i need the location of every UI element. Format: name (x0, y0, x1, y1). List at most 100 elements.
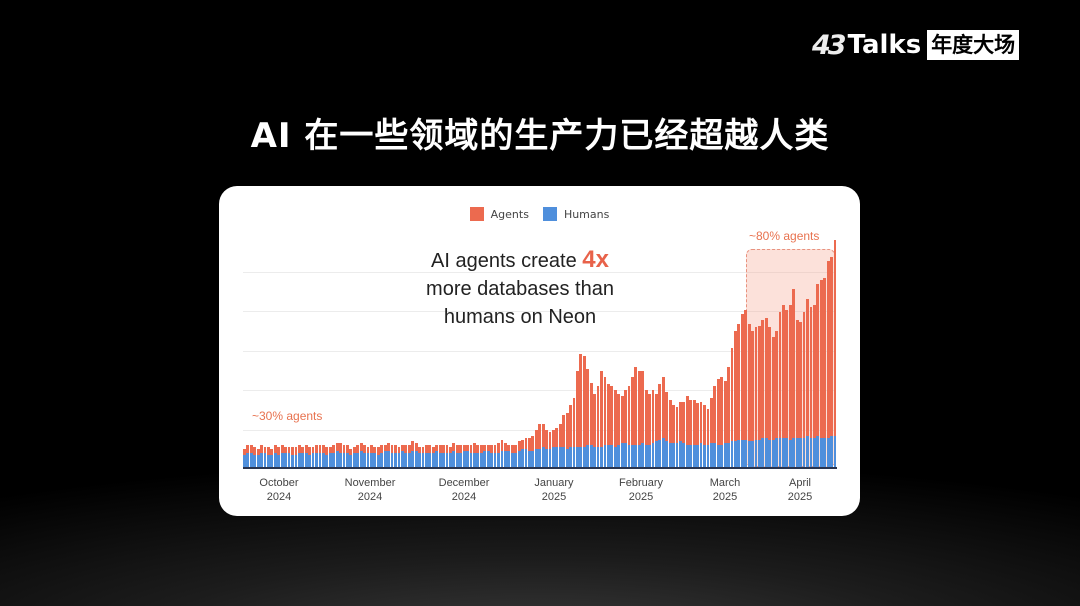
bar-agents (613, 390, 617, 448)
bar-agents (658, 384, 662, 440)
bar (301, 447, 305, 468)
bar-humans (823, 437, 827, 468)
bar (806, 298, 809, 468)
bar-agents (754, 327, 758, 440)
bar-agents (733, 331, 737, 442)
bar-humans (620, 443, 624, 468)
bar (256, 449, 260, 468)
bar (287, 447, 291, 468)
bar (503, 443, 507, 468)
bar-humans (318, 452, 322, 468)
bar (452, 443, 456, 468)
bar-agents (648, 393, 651, 446)
bar (267, 447, 270, 468)
bar-humans (586, 445, 590, 468)
bar-humans (273, 452, 277, 468)
bar-humans (294, 454, 298, 468)
bar (634, 367, 638, 468)
bar-agents (627, 386, 631, 446)
bar-humans (243, 454, 246, 468)
bar-humans (655, 441, 658, 468)
bar-humans (442, 452, 445, 468)
bar-agents (394, 445, 397, 453)
bar (630, 376, 634, 468)
bar (572, 397, 576, 468)
gridline (243, 390, 836, 391)
bar (668, 399, 672, 468)
bar-agents (352, 447, 356, 453)
bar (682, 401, 686, 468)
bar-agents (727, 367, 730, 444)
bar-agents (301, 447, 305, 453)
bar (620, 395, 624, 468)
bar (648, 393, 651, 468)
bar (727, 367, 730, 468)
bar-humans (356, 452, 360, 468)
bar (655, 393, 658, 468)
bar-humans (699, 443, 703, 468)
bar-agents (452, 443, 456, 451)
bar-humans (579, 447, 583, 468)
bar (558, 424, 562, 468)
bar-humans (301, 452, 305, 468)
bar (514, 445, 518, 468)
bar (672, 405, 676, 468)
bar-agents (548, 431, 552, 449)
bar-agents (390, 445, 394, 453)
bar-humans (514, 452, 518, 468)
bar-humans (596, 447, 600, 468)
bar (352, 447, 356, 468)
bar (486, 445, 490, 468)
bar (332, 445, 336, 468)
bar-humans (280, 452, 284, 468)
bar-agents (720, 376, 724, 446)
bar-humans (363, 452, 366, 468)
bar-agents (764, 317, 768, 438)
bar (280, 445, 284, 468)
bar-agents (476, 445, 480, 453)
bar-agents (431, 447, 435, 453)
logo-badge: 年度大场 (927, 30, 1020, 60)
bar-agents (421, 447, 425, 453)
bar-agents (617, 393, 621, 446)
bar-humans (394, 452, 397, 468)
bar-humans (703, 445, 706, 468)
bar (342, 445, 346, 468)
bar (819, 279, 823, 468)
bar-humans (277, 454, 281, 468)
bar (703, 405, 706, 468)
bar-humans (565, 449, 569, 468)
bar (527, 437, 531, 468)
bar-agents (414, 443, 418, 451)
bar-humans (730, 441, 734, 468)
bar (689, 399, 693, 468)
legend-item-agents: Agents (469, 207, 529, 221)
bar-humans (490, 452, 494, 468)
bar-humans (373, 452, 377, 468)
bar-agents (696, 403, 700, 446)
bar-agents (589, 382, 593, 446)
bar (582, 355, 586, 468)
bar-humans (321, 452, 325, 468)
bar-agents (315, 445, 318, 453)
bar-humans (830, 435, 833, 468)
bar-agents (524, 437, 528, 449)
bar (311, 447, 315, 468)
x-tick-feb-2025: February 2025 (618, 477, 664, 503)
bar-humans (692, 445, 696, 468)
bar (253, 447, 257, 468)
bar (260, 445, 263, 468)
bar-agents (672, 405, 676, 444)
bar-humans (630, 445, 634, 468)
bar (713, 386, 717, 468)
bar-agents (778, 312, 782, 438)
bar (428, 445, 432, 468)
annotation-80pct: ~80% agents (749, 229, 820, 243)
bar-humans (809, 437, 813, 468)
bar-agents (321, 445, 325, 453)
bar-agents (325, 447, 329, 455)
bar-agents (428, 445, 432, 453)
bar (507, 445, 511, 468)
bar (569, 405, 572, 468)
bar (531, 435, 535, 468)
